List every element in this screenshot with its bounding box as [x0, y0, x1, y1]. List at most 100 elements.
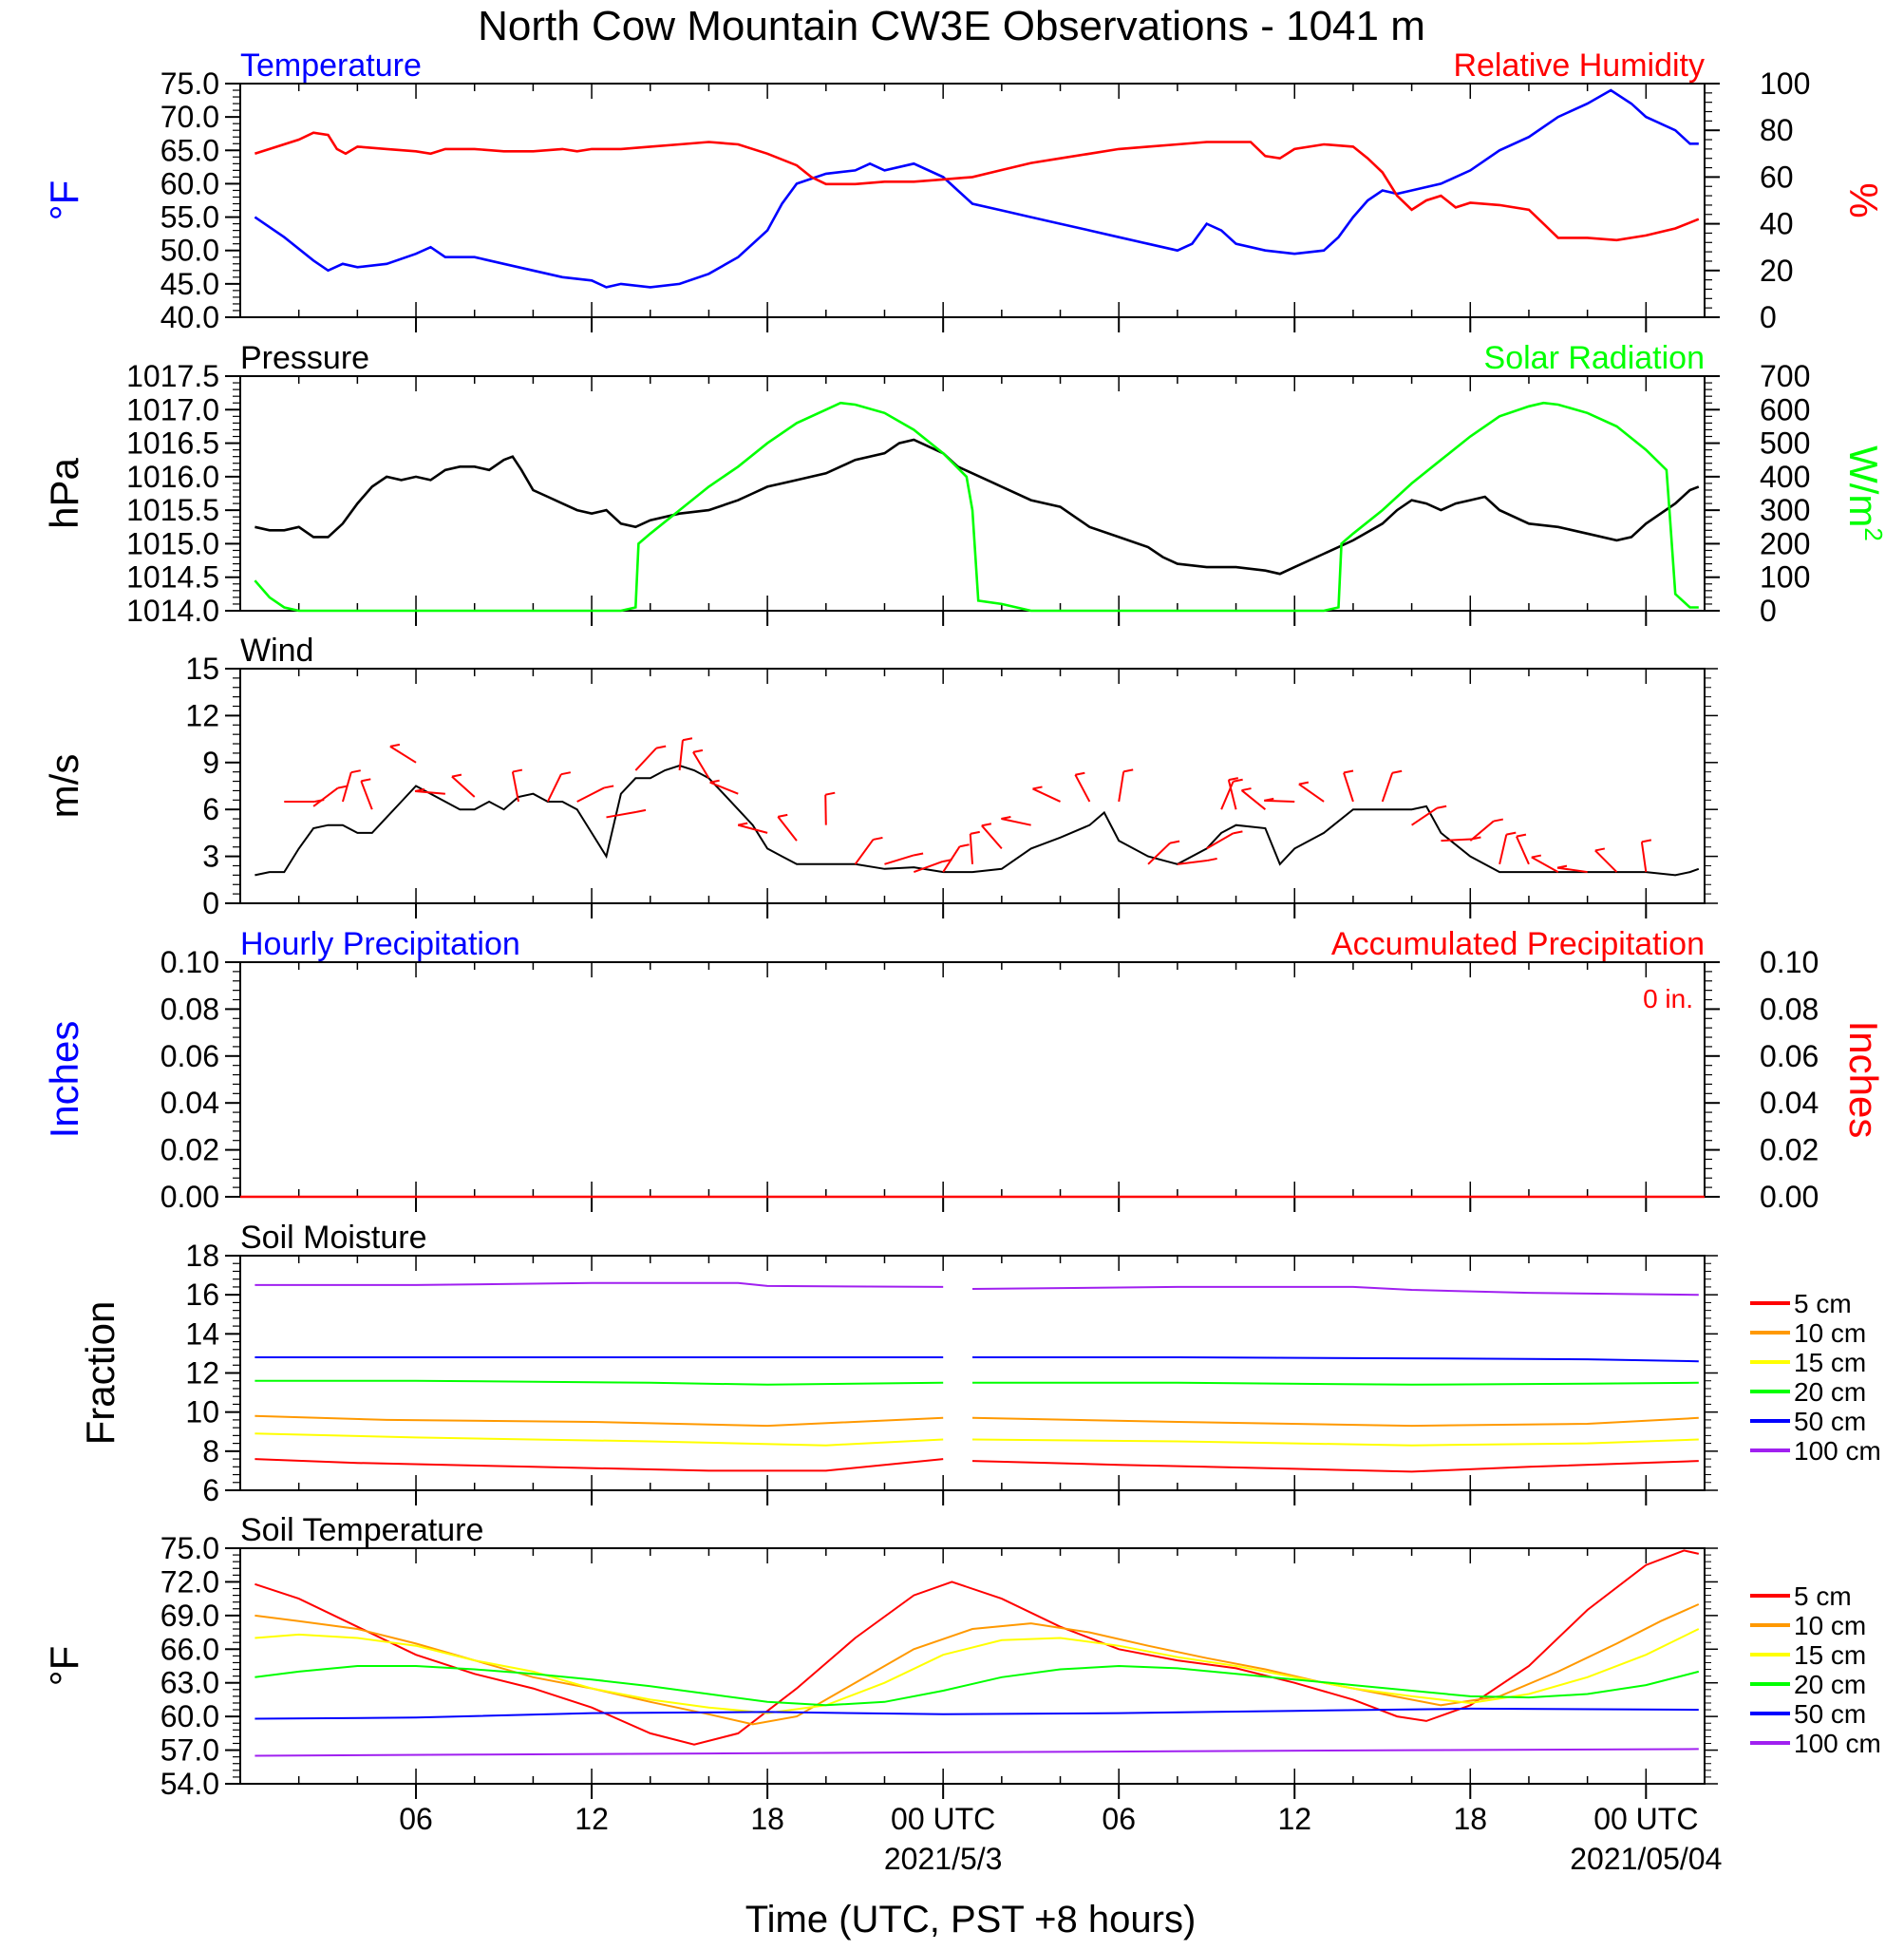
wind-barb-flag — [635, 808, 647, 813]
y-right-tick-label: 0 — [1760, 594, 1777, 628]
series-5-cm-line — [971, 1460, 1699, 1473]
y-tick-label: 18 — [185, 1239, 219, 1273]
y-tick-label: 0 — [202, 886, 219, 920]
y-tick-label: 3 — [202, 840, 219, 874]
time-ticks — [239, 962, 1706, 1212]
wind-barb-flag — [1516, 833, 1527, 838]
wind-barb — [1220, 781, 1235, 810]
series-20-cm-line — [254, 1664, 1700, 1707]
wind-barb-flag — [361, 778, 371, 783]
x-tick-label: 06 — [1102, 1802, 1136, 1836]
wind-barb — [1264, 799, 1295, 803]
wind-barb — [942, 845, 961, 873]
wind-barb-flag — [1032, 786, 1043, 790]
y-tick-label: 70.0 — [160, 100, 219, 134]
wind-barb-flag — [1169, 840, 1180, 844]
wind-panel: 0 3 6 9 12 15 Wind m/s — [42, 633, 1718, 920]
series-50-cm-line — [972, 1356, 1699, 1363]
legend-entry: 50 cm — [1794, 1699, 1866, 1729]
x-axis: 06 12 18 00 UTC 06 12 18 00 UTC 2021/5/3 2021/05/… — [399, 1802, 1722, 1876]
wind-barb-flag — [1233, 830, 1243, 835]
time-ticks — [239, 1256, 1706, 1505]
wind-barb-flag — [350, 769, 361, 774]
soil_moisture-panel: 6 8 10 12 14 16 18 Soil Moisture Fraction 5 cm10 … — [78, 1220, 1881, 1507]
wind-barb-flag — [1233, 778, 1243, 783]
legend-entry: 100 cm — [1794, 1436, 1881, 1466]
wind-barb — [969, 833, 973, 864]
y-tick-label: 1017.0 — [126, 392, 219, 426]
wind-barb-flag — [1436, 805, 1447, 809]
figure-title: North Cow Mountain CW3E Observations - 1… — [478, 3, 1425, 49]
wind-barb — [1499, 834, 1508, 865]
wind-barb-flag — [1123, 768, 1134, 773]
wind-barb — [451, 775, 476, 798]
wind-barb — [678, 740, 684, 771]
wind-barb — [981, 824, 1003, 850]
series-5-cm-line — [254, 1458, 944, 1472]
wind-barb — [1594, 849, 1618, 873]
wind-barb-flag — [1228, 777, 1239, 782]
wind-barb — [1441, 838, 1472, 842]
wind-barb — [1381, 772, 1394, 803]
wind-barb — [1516, 836, 1530, 865]
y-tick-label: 75.0 — [160, 1531, 219, 1565]
y-axis-label: °F — [42, 180, 86, 220]
wind-barb-flag — [1556, 864, 1568, 869]
wind-barb-flag — [1075, 771, 1085, 776]
wind-barb — [360, 780, 373, 810]
wind-barb — [576, 786, 605, 803]
wind-barb-flag — [337, 785, 348, 789]
wind-barb — [1343, 772, 1354, 803]
wind-barb — [1556, 866, 1588, 874]
panel-title-right: Solar Radiation — [1484, 340, 1705, 376]
wind-barb-flag — [1343, 769, 1354, 774]
panel-title-left: Pressure — [240, 340, 369, 376]
y-tick-label: 9 — [202, 746, 219, 780]
plot-frame — [239, 375, 1706, 612]
y-tick-label: 1016.0 — [126, 460, 219, 494]
wind-barb — [341, 771, 352, 803]
y-tick-label: 1014.0 — [126, 594, 219, 628]
y-right-axis-label: W/m2 — [1841, 445, 1888, 541]
wind-barb-flag — [825, 791, 836, 796]
superscript: 2 — [1859, 527, 1888, 540]
x-tick-label: 12 — [1277, 1802, 1311, 1836]
wind-barb-flag — [1531, 854, 1542, 859]
x-tick-label: 00 UTC — [891, 1802, 995, 1836]
y-tick-label: 40.0 — [160, 300, 219, 334]
legend-entry: 10 cm — [1794, 1611, 1866, 1640]
legend-entry: 5 cm — [1794, 1581, 1852, 1611]
y-tick-label: 63.0 — [160, 1666, 219, 1700]
wind-barb-flag — [389, 743, 401, 748]
y-tick-label: 15 — [185, 652, 219, 686]
y-tick-label: 57.0 — [160, 1733, 219, 1768]
time-ticks — [239, 1548, 1706, 1799]
series-15-cm-line — [971, 1438, 1699, 1447]
series-20-cm-line — [972, 1381, 1699, 1386]
wind-barb — [1147, 842, 1171, 865]
time-ticks — [239, 84, 1706, 332]
y-tick-label: 1016.5 — [126, 426, 219, 461]
wind-barb-flag — [1001, 816, 1011, 820]
series-temperature-line — [254, 88, 1699, 289]
y-right-tick-label: 20 — [1760, 254, 1794, 288]
y-tick-label: 0.04 — [160, 1086, 219, 1120]
y-right-tick-label: 0 — [1760, 300, 1777, 334]
y-tick-label: 60.0 — [160, 1699, 219, 1733]
legend-entry: 50 cm — [1794, 1407, 1866, 1436]
series-10-cm-line — [254, 1414, 944, 1428]
x-date-label: 2021/5/3 — [884, 1842, 1003, 1876]
y-right-tick-label: 0.00 — [1760, 1180, 1819, 1214]
y-axis-label: m/s — [42, 754, 86, 819]
wind-barb-flag — [1264, 797, 1274, 802]
wind-barb — [1074, 774, 1091, 803]
legend-entry: 10 cm — [1794, 1318, 1866, 1348]
series-50-cm-line — [254, 1707, 1699, 1720]
wind-barb-flag — [970, 830, 980, 835]
time-ticks — [239, 376, 1706, 626]
wind-barb — [884, 854, 914, 865]
y-tick-label: 14 — [185, 1316, 219, 1351]
wind-barb — [777, 816, 798, 842]
series-100-cm-line — [254, 1748, 1699, 1757]
